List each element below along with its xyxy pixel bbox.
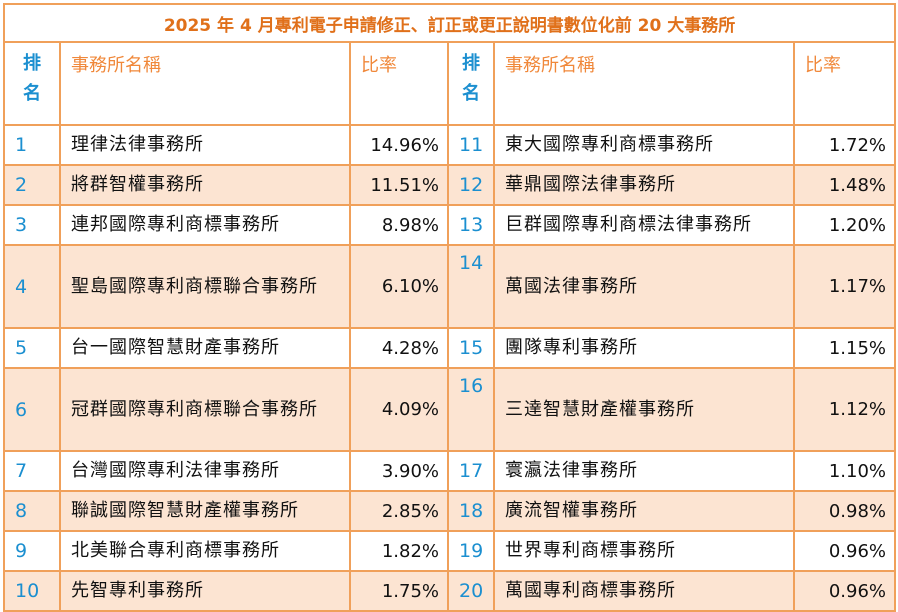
rank-cell: 8 bbox=[4, 491, 60, 531]
header-rank-line2: 名 bbox=[23, 83, 41, 104]
table-row: 1理律法律事務所14.96%11東大國際專利商標事務所1.72% bbox=[4, 125, 895, 165]
rate-cell: 6.10% bbox=[350, 245, 448, 328]
rate-cell: 0.98% bbox=[794, 491, 895, 531]
rank-cell: 5 bbox=[4, 328, 60, 368]
header-rank-line1: 排 bbox=[462, 53, 480, 74]
rate-cell: 1.82% bbox=[350, 531, 448, 571]
header-rate-right: 比率 bbox=[794, 42, 895, 125]
rank-cell: 9 bbox=[4, 531, 60, 571]
firm-name-cell: 冠群國際專利商標聯合事務所 bbox=[60, 368, 350, 451]
rank-cell: 10 bbox=[4, 571, 60, 611]
firm-name-cell: 聖島國際專利商標聯合事務所 bbox=[60, 245, 350, 328]
firm-name-cell: 團隊專利事務所 bbox=[494, 328, 794, 368]
header-name-right: 事務所名稱 bbox=[494, 42, 794, 125]
table-row: 5台一國際智慧財產事務所4.28%15團隊專利事務所1.15% bbox=[4, 328, 895, 368]
rank-cell: 17 bbox=[448, 451, 494, 491]
rank-cell: 13 bbox=[448, 205, 494, 245]
table-row: 8聯誠國際智慧財產權事務所2.85%18廣流智權事務所0.98% bbox=[4, 491, 895, 531]
rate-cell: 4.09% bbox=[350, 368, 448, 451]
rank-cell: 15 bbox=[448, 328, 494, 368]
table-row: 3連邦國際專利商標事務所8.98%13巨群國際專利商標法律事務所1.20% bbox=[4, 205, 895, 245]
table-row: 4聖島國際專利商標聯合事務所6.10%14萬國法律事務所1.17% bbox=[4, 245, 895, 328]
firm-name-cell: 巨群國際專利商標法律事務所 bbox=[494, 205, 794, 245]
rank-cell: 4 bbox=[4, 245, 60, 328]
firm-name-cell: 連邦國際專利商標事務所 bbox=[60, 205, 350, 245]
table-row: 2將群智權事務所11.51%12華鼎國際法律事務所1.48% bbox=[4, 165, 895, 205]
rank-cell: 16 bbox=[448, 368, 494, 451]
firm-name-cell: 萬國法律事務所 bbox=[494, 245, 794, 328]
rate-cell: 0.96% bbox=[794, 571, 895, 611]
firm-name-cell: 台灣國際專利法律事務所 bbox=[60, 451, 350, 491]
rank-cell: 20 bbox=[448, 571, 494, 611]
rank-cell: 14 bbox=[448, 245, 494, 328]
rate-cell: 0.96% bbox=[794, 531, 895, 571]
table-row: 7台灣國際專利法律事務所3.90%17寰瀛法律事務所1.10% bbox=[4, 451, 895, 491]
firm-name-cell: 聯誠國際智慧財產權事務所 bbox=[60, 491, 350, 531]
firm-name-cell: 理律法律事務所 bbox=[60, 125, 350, 165]
firm-name-cell: 萬國專利商標事務所 bbox=[494, 571, 794, 611]
firm-name-cell: 東大國際專利商標事務所 bbox=[494, 125, 794, 165]
header-rank-line1: 排 bbox=[23, 53, 41, 74]
header-rank-line2: 名 bbox=[462, 83, 480, 104]
rate-cell: 1.48% bbox=[794, 165, 895, 205]
rate-cell: 1.10% bbox=[794, 451, 895, 491]
rank-cell: 1 bbox=[4, 125, 60, 165]
rank-cell: 12 bbox=[448, 165, 494, 205]
table-row: 9北美聯合專利商標事務所1.82%19世界專利商標事務所0.96% bbox=[4, 531, 895, 571]
firm-name-cell: 寰瀛法律事務所 bbox=[494, 451, 794, 491]
rank-cell: 3 bbox=[4, 205, 60, 245]
rate-cell: 1.20% bbox=[794, 205, 895, 245]
firm-name-cell: 台一國際智慧財產事務所 bbox=[60, 328, 350, 368]
rank-cell: 18 bbox=[448, 491, 494, 531]
firm-name-cell: 三達智慧財產權事務所 bbox=[494, 368, 794, 451]
rate-cell: 14.96% bbox=[350, 125, 448, 165]
header-name-left: 事務所名稱 bbox=[60, 42, 350, 125]
rank-cell: 11 bbox=[448, 125, 494, 165]
rate-cell: 1.15% bbox=[794, 328, 895, 368]
header-rate-left: 比率 bbox=[350, 42, 448, 125]
rate-cell: 3.90% bbox=[350, 451, 448, 491]
rank-cell: 2 bbox=[4, 165, 60, 205]
rank-cell: 19 bbox=[448, 531, 494, 571]
rate-cell: 4.28% bbox=[350, 328, 448, 368]
firm-name-cell: 廣流智權事務所 bbox=[494, 491, 794, 531]
top20-table: 2025 年 4 月專利電子申請修正、訂正或更正說明書數位化前 20 大事務所 … bbox=[3, 3, 896, 612]
table-row: 10先智專利事務所1.75%20萬國專利商標事務所0.96% bbox=[4, 571, 895, 611]
table-row: 6冠群國際專利商標聯合事務所4.09%16三達智慧財產權事務所1.12% bbox=[4, 368, 895, 451]
rate-cell: 1.12% bbox=[794, 368, 895, 451]
rate-cell: 1.72% bbox=[794, 125, 895, 165]
firm-name-cell: 北美聯合專利商標事務所 bbox=[60, 531, 350, 571]
rate-cell: 8.98% bbox=[350, 205, 448, 245]
firm-name-cell: 將群智權事務所 bbox=[60, 165, 350, 205]
rate-cell: 2.85% bbox=[350, 491, 448, 531]
firm-name-cell: 先智專利事務所 bbox=[60, 571, 350, 611]
firm-name-cell: 世界專利商標事務所 bbox=[494, 531, 794, 571]
header-rank-right: 排名 bbox=[448, 42, 494, 125]
rate-cell: 1.75% bbox=[350, 571, 448, 611]
rate-cell: 11.51% bbox=[350, 165, 448, 205]
firm-name-cell: 華鼎國際法律事務所 bbox=[494, 165, 794, 205]
rank-cell: 7 bbox=[4, 451, 60, 491]
table-title: 2025 年 4 月專利電子申請修正、訂正或更正說明書數位化前 20 大事務所 bbox=[4, 4, 895, 42]
header-rank-left: 排名 bbox=[4, 42, 60, 125]
rank-cell: 6 bbox=[4, 368, 60, 451]
rate-cell: 1.17% bbox=[794, 245, 895, 328]
